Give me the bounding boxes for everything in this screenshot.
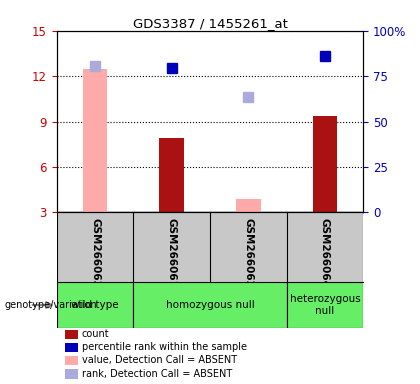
- Bar: [57, 282, 134, 328]
- Text: GSM266064: GSM266064: [320, 218, 330, 288]
- Text: genotype/variation: genotype/variation: [4, 300, 97, 310]
- Text: wild type: wild type: [71, 300, 119, 310]
- Text: percentile rank within the sample: percentile rank within the sample: [82, 343, 247, 353]
- Bar: [134, 282, 287, 328]
- Title: GDS3387 / 1455261_at: GDS3387 / 1455261_at: [133, 17, 287, 30]
- Text: rank, Detection Call = ABSENT: rank, Detection Call = ABSENT: [82, 369, 232, 379]
- Bar: [236, 199, 260, 212]
- Text: homozygous null: homozygous null: [165, 300, 255, 310]
- Bar: [160, 138, 184, 212]
- Bar: [313, 116, 337, 212]
- Text: heterozygous
null: heterozygous null: [290, 294, 360, 316]
- Text: GSM266063: GSM266063: [90, 218, 100, 288]
- Text: GSM266061: GSM266061: [167, 218, 177, 288]
- Bar: [286, 282, 363, 328]
- Bar: [83, 69, 107, 212]
- Text: count: count: [82, 329, 110, 339]
- Text: value, Detection Call = ABSENT: value, Detection Call = ABSENT: [82, 356, 237, 366]
- Text: GSM266062: GSM266062: [243, 218, 253, 288]
